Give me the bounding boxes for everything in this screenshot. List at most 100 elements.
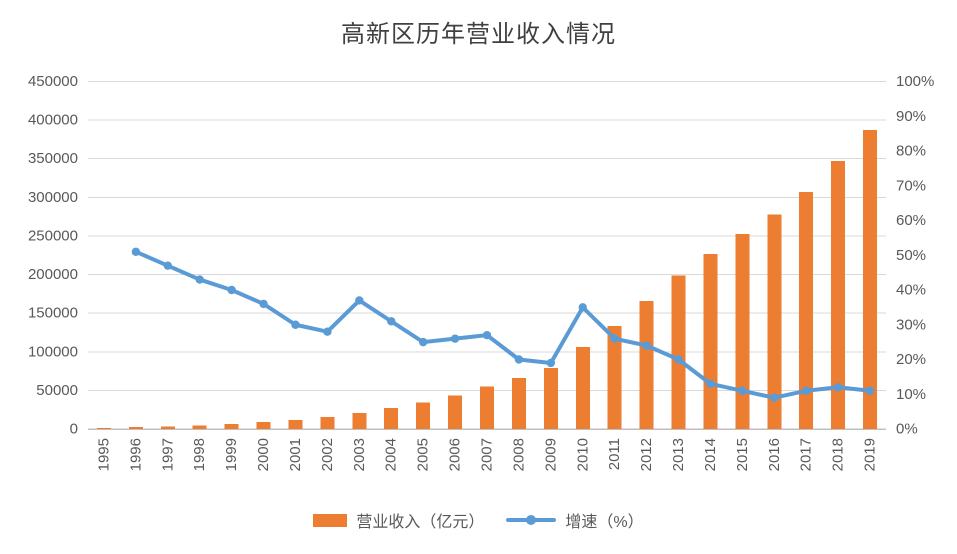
y-axis-right-tick-50%: 50% [896,247,926,264]
growth-marker-2010 [578,303,587,312]
growth-marker-2014 [706,379,715,389]
growth-marker-2006 [450,334,460,343]
y-axis-left-tick-400000: 400000 [28,112,78,129]
bar-1998 [192,425,207,429]
y-axis-right-tick-90%: 90% [896,108,926,125]
y-axis-left-tick-450000: 450000 [28,73,78,90]
x-axis-label-2017: 2017 [798,438,815,471]
bar-1996 [128,427,143,429]
bar-2015 [735,233,750,429]
growth-marker-2017 [802,386,811,395]
growth-marker-2000 [259,299,268,309]
x-axis-label-2002: 2002 [319,438,336,471]
growth-marker-2012 [642,341,651,350]
growth-marker-2004 [387,317,396,326]
x-axis-label-2003: 2003 [351,438,368,471]
growth-marker-2008 [514,355,524,364]
growth-marker-2019 [865,386,875,395]
y-axis-left-tick-350000: 350000 [28,150,78,167]
y-axis-right-tick-10%: 10% [896,386,926,403]
x-axis-label-2018: 2018 [830,438,847,471]
bar-2005 [416,402,431,429]
growth-marker-2001 [291,320,300,329]
y-axis-right-tick-0%: 0% [896,421,918,438]
y-axis-right-tick-70%: 70% [896,177,926,194]
x-axis-label-2012: 2012 [638,438,655,471]
x-axis-label-1998: 1998 [191,438,208,471]
x-axis-label-1997: 1997 [159,438,176,471]
x-axis-label-2014: 2014 [702,438,719,471]
bar-2017 [799,191,814,429]
bar-2000 [256,421,271,429]
bar-2013 [671,275,686,429]
bar-2009 [543,368,558,429]
bar-2019 [863,130,878,429]
y-axis-right-tick-60%: 60% [896,212,926,229]
x-axis-label-1996: 1996 [127,438,144,471]
bar-2003 [352,412,367,429]
legend-item-revenue: 营业收入（亿元） [313,508,484,532]
x-axis-label-2009: 2009 [542,438,559,471]
bar-2006 [448,395,463,429]
growth-marker-icon [526,515,537,525]
x-axis-label-2000: 2000 [255,438,272,471]
growth-marker-1996 [131,247,141,256]
x-axis-label-2013: 2013 [670,438,687,471]
bar-2007 [480,386,494,429]
y-axis-left-tick-150000: 150000 [28,305,78,322]
growth-marker-2013 [674,355,683,364]
x-axis-label-2010: 2010 [574,438,591,471]
growth-marker-2002 [323,327,332,336]
y-axis-right-tick-30%: 30% [896,316,926,333]
y-axis-left-tick-200000: 200000 [28,266,78,283]
x-axis-label-2004: 2004 [383,438,400,471]
bar-2018 [831,161,846,430]
x-axis-label-2011: 2011 [606,438,623,470]
y-axis-left-tick-250000: 250000 [28,227,78,244]
chart-title: 高新区历年营业收入情况 [341,20,616,48]
y-axis-left-tick-50000: 50000 [36,382,78,399]
y-axis-right-tick-80%: 80% [896,143,926,160]
growth-marker-1998 [195,275,204,284]
x-axis-label-1999: 1999 [223,438,240,471]
bar-2008 [511,378,526,429]
legend-item-growth: 增速（%） [506,508,644,532]
legend-label-revenue: 营业收入（亿元） [356,514,485,531]
y-axis-right-tick-20%: 20% [896,351,926,368]
bar-2012 [639,301,654,429]
x-axis-label-2019: 2019 [862,438,879,471]
growth-marker-2018 [833,383,843,392]
bar-1995 [96,427,111,429]
y-axis-left-tick-300000: 300000 [28,189,78,206]
x-axis-label-2001: 2001 [287,438,304,471]
growth-marker-2003 [355,296,364,305]
legend-label-growth: 增速（%） [565,514,644,531]
bar-2001 [288,419,303,429]
x-axis-label-2015: 2015 [734,438,751,471]
x-axis-label-2016: 2016 [766,438,783,471]
x-axis-label-2008: 2008 [510,438,527,471]
x-axis-label-2007: 2007 [479,438,496,471]
y-axis-left-tick-100000: 100000 [28,343,78,360]
growth-marker-2005 [418,337,428,347]
growth-marker-1997 [163,261,172,270]
bar-1997 [160,426,175,429]
x-axis-label-2005: 2005 [415,438,432,471]
bar-2016 [767,214,782,429]
growth-marker-2011 [610,334,619,343]
growth-line [133,249,873,400]
chart-legend: 营业收入（亿元） 增速（%） [0,508,957,532]
x-axis-label-2006: 2006 [447,438,464,471]
bar-2014 [703,253,718,429]
bar-2002 [320,417,335,429]
y-axis-right-tick-100%: 100% [896,73,934,90]
growth-marker-1999 [227,285,236,295]
bar-2011 [607,326,622,429]
bar-1999 [224,423,239,429]
revenue-bar-swatch-icon [313,513,348,527]
bar-2004 [384,407,399,429]
x-axis-label-1995: 1995 [95,438,112,471]
y-axis-right-tick-40%: 40% [896,282,926,299]
growth-marker-2007 [482,330,492,340]
